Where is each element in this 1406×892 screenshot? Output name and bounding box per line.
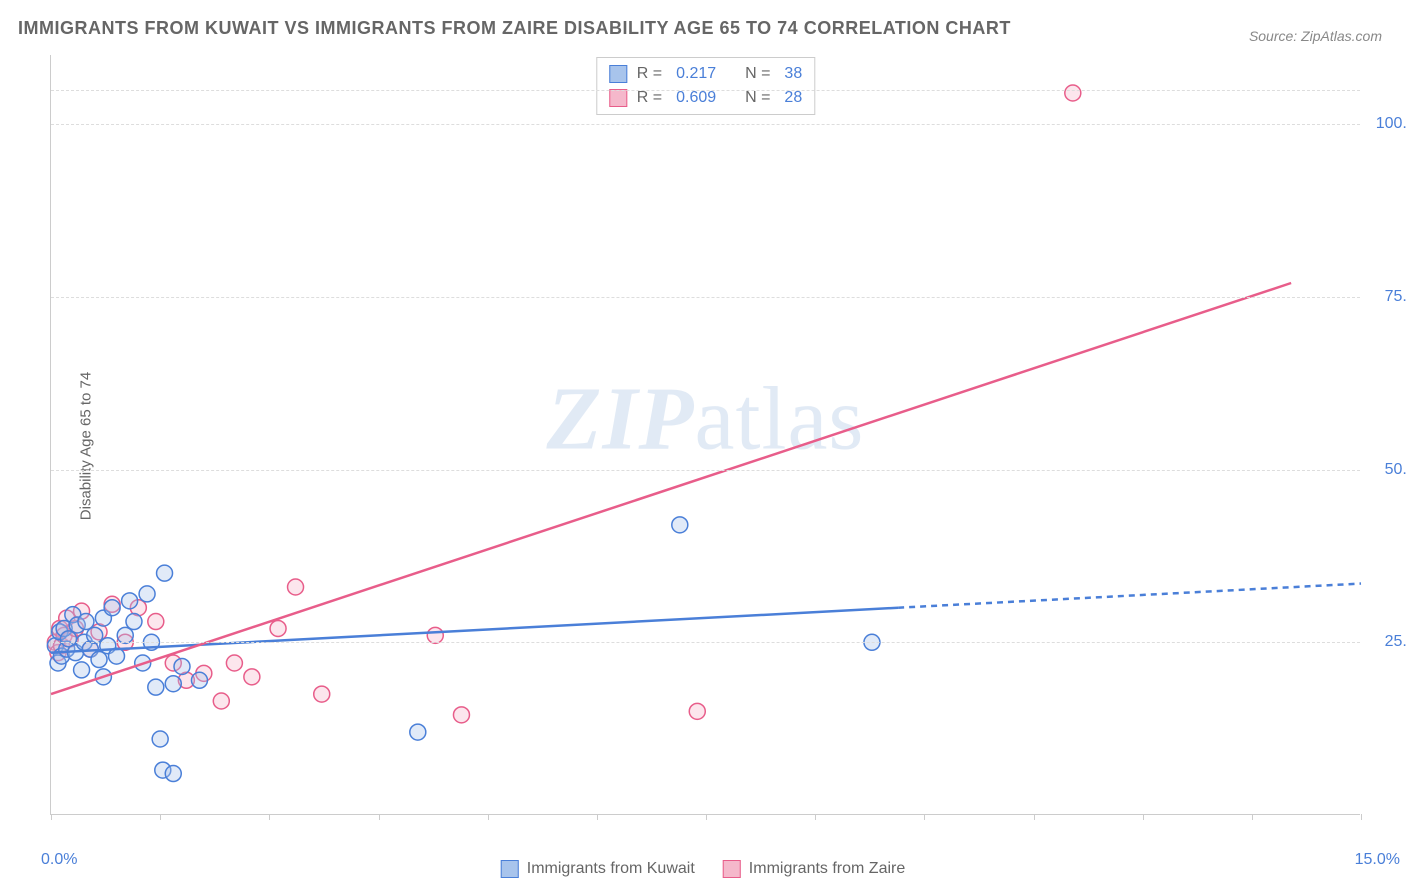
y-tick-label: 100.0% bbox=[1376, 115, 1406, 133]
gridline bbox=[51, 297, 1360, 298]
scatter-point-kuwait bbox=[165, 766, 181, 782]
gridline bbox=[51, 90, 1360, 91]
scatter-point-kuwait bbox=[139, 586, 155, 602]
plot-svg bbox=[51, 55, 1360, 814]
scatter-point-zaire bbox=[453, 707, 469, 723]
scatter-point-kuwait bbox=[78, 614, 94, 630]
scatter-point-kuwait bbox=[174, 658, 190, 674]
scatter-point-kuwait bbox=[126, 614, 142, 630]
scatter-point-zaire bbox=[226, 655, 242, 671]
legend-label: Immigrants from Zaire bbox=[749, 860, 905, 878]
chart-title: IMMIGRANTS FROM KUWAIT VS IMMIGRANTS FRO… bbox=[18, 18, 1011, 39]
scatter-point-kuwait bbox=[410, 724, 426, 740]
x-tick bbox=[1034, 814, 1035, 820]
scatter-point-zaire bbox=[314, 686, 330, 702]
x-tick bbox=[1361, 814, 1362, 820]
scatter-point-zaire bbox=[689, 703, 705, 719]
scatter-point-zaire bbox=[427, 627, 443, 643]
x-tick bbox=[160, 814, 161, 820]
scatter-point-kuwait bbox=[152, 731, 168, 747]
scatter-point-kuwait bbox=[117, 627, 133, 643]
legend-item: Immigrants from Zaire bbox=[723, 860, 905, 878]
scatter-point-kuwait bbox=[122, 593, 138, 609]
x-tick bbox=[1143, 814, 1144, 820]
trendline-kuwait bbox=[51, 608, 898, 653]
legend-label: Immigrants from Kuwait bbox=[527, 860, 695, 878]
x-tick-label-max: 15.0% bbox=[1355, 851, 1400, 869]
scatter-point-kuwait bbox=[191, 672, 207, 688]
source-attribution: Source: ZipAtlas.com bbox=[1249, 28, 1382, 44]
y-tick-label: 25.0% bbox=[1385, 633, 1406, 651]
x-tick bbox=[379, 814, 380, 820]
scatter-point-zaire bbox=[213, 693, 229, 709]
x-tick bbox=[51, 814, 52, 820]
scatter-point-kuwait bbox=[87, 627, 103, 643]
trendline-kuwait-extrapolated bbox=[898, 584, 1361, 608]
scatter-point-kuwait bbox=[148, 679, 164, 695]
legend-swatch bbox=[501, 860, 519, 878]
scatter-point-zaire bbox=[244, 669, 260, 685]
x-tick bbox=[815, 814, 816, 820]
scatter-point-zaire bbox=[1065, 85, 1081, 101]
trendline-zaire bbox=[51, 283, 1291, 694]
x-tick bbox=[597, 814, 598, 820]
x-tick-label-min: 0.0% bbox=[41, 851, 77, 869]
scatter-point-kuwait bbox=[104, 600, 120, 616]
x-tick bbox=[1252, 814, 1253, 820]
scatter-point-kuwait bbox=[672, 517, 688, 533]
series-legend: Immigrants from Kuwait Immigrants from Za… bbox=[501, 860, 906, 878]
y-tick-label: 75.0% bbox=[1385, 288, 1406, 306]
legend-item: Immigrants from Kuwait bbox=[501, 860, 695, 878]
plot-area: ZIPatlas R =0.217 N =38R =0.609 N =28 25… bbox=[50, 55, 1360, 815]
scatter-point-zaire bbox=[148, 614, 164, 630]
scatter-point-zaire bbox=[288, 579, 304, 595]
legend-swatch bbox=[723, 860, 741, 878]
scatter-point-kuwait bbox=[157, 565, 173, 581]
x-tick bbox=[924, 814, 925, 820]
y-tick-label: 50.0% bbox=[1385, 461, 1406, 479]
gridline bbox=[51, 642, 1360, 643]
x-tick bbox=[706, 814, 707, 820]
x-tick bbox=[488, 814, 489, 820]
scatter-point-kuwait bbox=[165, 676, 181, 692]
scatter-point-kuwait bbox=[91, 652, 107, 668]
scatter-point-kuwait bbox=[74, 662, 90, 678]
x-tick bbox=[269, 814, 270, 820]
gridline bbox=[51, 470, 1360, 471]
scatter-point-zaire bbox=[270, 620, 286, 636]
gridline bbox=[51, 124, 1360, 125]
